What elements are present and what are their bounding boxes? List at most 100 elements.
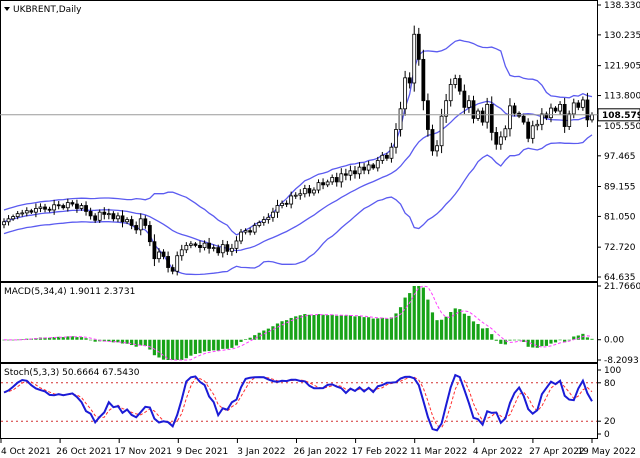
macd-bar — [248, 337, 252, 340]
macd-bar — [212, 339, 216, 351]
time-tick-label: 3 Jan 2022 — [237, 447, 285, 457]
macd-tick-label: 21.7660 — [604, 282, 640, 292]
candle-body — [334, 177, 339, 183]
candle-body — [243, 230, 248, 233]
candle-body — [498, 136, 503, 145]
candle-body — [576, 102, 581, 108]
candle-body — [549, 107, 553, 119]
candle-body — [15, 213, 20, 217]
macd-bar — [417, 286, 421, 340]
macd-bar — [535, 339, 539, 348]
macd-tick-label: -8.2093 — [604, 356, 639, 366]
candle-body — [467, 100, 471, 108]
time-tick-label: 9 Dec 2021 — [176, 447, 228, 457]
macd-bar — [426, 299, 430, 340]
candle-body — [147, 225, 152, 243]
macd-bar — [243, 339, 248, 340]
macd-bar — [116, 339, 120, 343]
macd-bar — [526, 339, 530, 347]
macd-bar — [590, 338, 594, 340]
candle-body — [457, 78, 462, 92]
bollinger-lower — [3, 134, 593, 276]
candlestick-series — [2, 25, 594, 276]
macd-bar — [380, 317, 384, 340]
stoch-tick-label: 0 — [604, 430, 610, 440]
candle-body — [202, 242, 207, 249]
price-tick-label: 64.635 — [604, 273, 636, 283]
macd-bar — [339, 315, 343, 340]
candle-body — [138, 218, 143, 231]
macd-bar — [435, 320, 439, 340]
macd-bar — [481, 328, 485, 340]
stoch-panel-frame — [0, 363, 598, 439]
candle-body — [97, 211, 102, 221]
macd-bar — [257, 332, 261, 340]
candle-body — [29, 210, 34, 213]
stoch-level-lines — [1, 382, 597, 422]
time-tick-label: 26 Jan 2022 — [294, 447, 348, 457]
candle-body — [539, 113, 544, 125]
candle-body — [580, 99, 585, 108]
macd-bar — [585, 337, 590, 340]
stoch-main-line — [3, 373, 593, 432]
candle-body — [248, 230, 253, 233]
macd-bar — [11, 339, 15, 341]
candle-body — [179, 249, 184, 257]
candle-body — [275, 205, 280, 213]
candle-body — [6, 218, 11, 223]
candle-body — [553, 107, 558, 112]
macd-bar — [576, 335, 580, 340]
candle-body — [152, 241, 157, 260]
candle-body — [494, 132, 499, 145]
macd-bar — [61, 337, 65, 340]
time-tick-label: 26 Oct 2021 — [56, 447, 112, 457]
candle-body — [339, 173, 344, 183]
candle-body — [125, 219, 129, 223]
candle-body — [193, 243, 198, 246]
candle-body — [225, 244, 230, 252]
candle-body — [257, 222, 262, 226]
macd-bar — [134, 339, 138, 347]
candle-body — [412, 33, 417, 84]
macd-bar — [152, 339, 157, 356]
macd-bar — [70, 336, 74, 340]
candle-body — [271, 211, 275, 218]
candle-body — [239, 231, 243, 242]
candle-body — [348, 170, 353, 176]
macd-bar — [230, 339, 234, 348]
macd-signal-line — [3, 285, 593, 361]
candle-body — [220, 244, 225, 254]
candle-body — [84, 205, 88, 212]
macd-bar — [444, 316, 448, 340]
candle-body — [330, 177, 335, 183]
macd-bar — [193, 339, 198, 355]
macd-bar — [467, 315, 471, 340]
candle-body — [471, 100, 476, 119]
candle-body — [357, 166, 362, 175]
candle-body — [43, 206, 47, 210]
macd-bar — [198, 339, 202, 354]
symbol-dropdown-icon[interactable] — [4, 7, 10, 11]
candle-body — [284, 202, 289, 205]
macd-bar — [449, 312, 453, 340]
macd-bar — [234, 339, 239, 346]
price-tick-label: 113.800 — [604, 92, 640, 102]
macd-bar — [294, 316, 298, 340]
macd-title: MACD(5,34,4) 1.9011 2.3731 — [4, 287, 135, 297]
candle-body — [52, 204, 57, 211]
macd-bar — [348, 315, 353, 340]
macd-bar — [326, 315, 330, 340]
candle-body — [198, 244, 202, 249]
macd-bar — [253, 335, 257, 340]
candle-body — [503, 128, 508, 138]
candle-body — [34, 208, 38, 213]
stoch-tick-label: 80 — [604, 379, 616, 389]
candle-body — [298, 193, 303, 196]
macd-bar — [335, 315, 339, 340]
macd-bar — [499, 339, 503, 344]
macd-bar — [522, 339, 526, 342]
macd-bar — [120, 339, 125, 344]
macd-bar — [398, 307, 403, 340]
macd-bar — [531, 339, 535, 348]
